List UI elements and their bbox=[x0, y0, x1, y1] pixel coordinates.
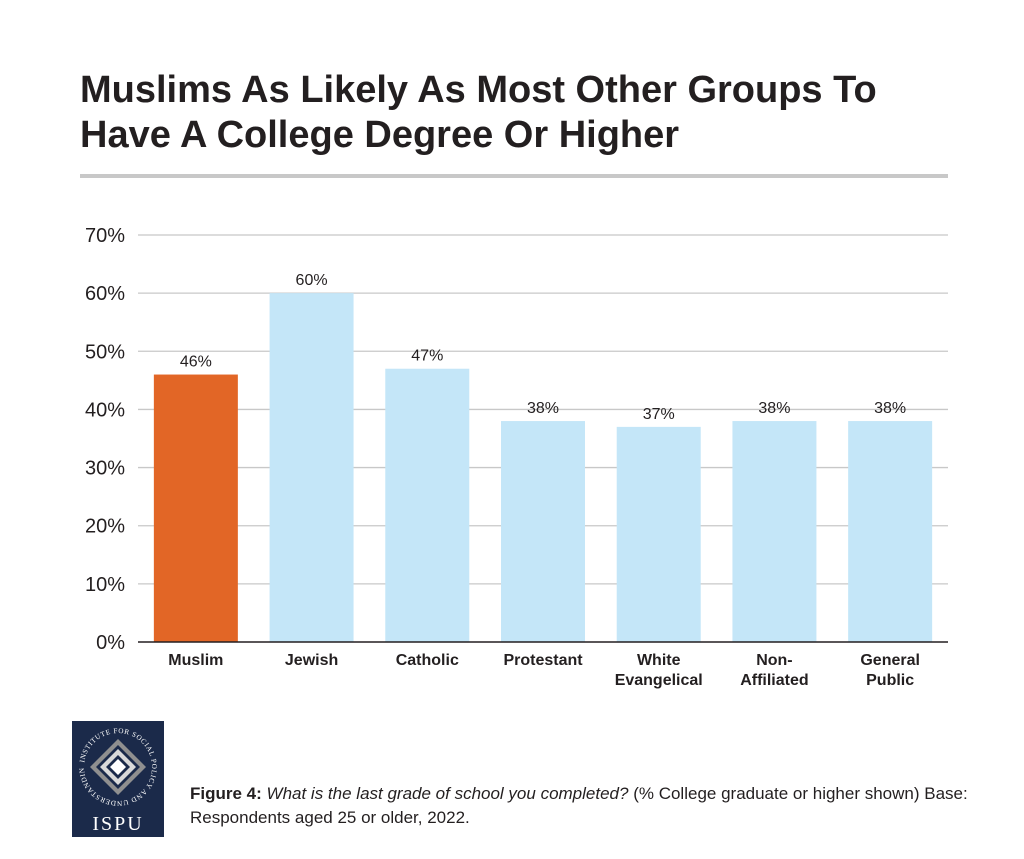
x-tick-label: Affiliated bbox=[740, 672, 808, 689]
data-label: 60% bbox=[296, 272, 328, 289]
x-tick-label: Evangelical bbox=[615, 672, 703, 689]
data-label: 38% bbox=[874, 400, 906, 417]
logo-wordmark: ISPU bbox=[92, 813, 144, 835]
bar bbox=[501, 421, 585, 642]
x-tick-label: Jewish bbox=[285, 652, 338, 669]
y-tick-label: 40% bbox=[85, 399, 125, 421]
data-label: 37% bbox=[643, 406, 675, 423]
data-label: 46% bbox=[180, 354, 212, 371]
data-label: 38% bbox=[758, 400, 790, 417]
bar bbox=[269, 293, 354, 642]
y-tick-label: 30% bbox=[85, 458, 125, 480]
x-tick-label: Public bbox=[866, 672, 914, 689]
y-tick-label: 0% bbox=[96, 632, 125, 654]
x-tick-label: Muslim bbox=[168, 652, 223, 669]
x-tick-label: Catholic bbox=[396, 652, 459, 669]
y-tick-label: 10% bbox=[85, 574, 125, 596]
ispu-emblem-icon: INSTITUTE FOR SOCIAL POLICY AND UNDERSTA… bbox=[72, 721, 157, 807]
x-tick-label: Non- bbox=[756, 652, 792, 669]
title-divider bbox=[80, 174, 948, 178]
x-tick-label: General bbox=[860, 652, 920, 669]
x-tick-label: White bbox=[637, 652, 681, 669]
chart-title: Muslims As Likely As Most Other Groups T… bbox=[80, 69, 877, 156]
caption-question: What is the last grade of school you com… bbox=[266, 784, 629, 803]
y-tick-label: 70% bbox=[85, 225, 125, 247]
bar bbox=[616, 426, 701, 642]
data-label: 38% bbox=[527, 400, 559, 417]
bar bbox=[848, 421, 933, 642]
y-tick-label: 50% bbox=[85, 341, 125, 363]
bar bbox=[385, 368, 470, 642]
bar-chart: 0% 10% 20% 30% 40% 50% 60% 70% 46% Muslim 60% Jewis… bbox=[85, 225, 948, 689]
y-tick-label: 20% bbox=[85, 516, 125, 538]
figure-caption: Figure 4: What is the last grade of scho… bbox=[190, 782, 990, 830]
x-tick-label: Protestant bbox=[503, 652, 583, 669]
caption-figure-label: Figure 4: bbox=[190, 784, 262, 803]
bar bbox=[153, 374, 238, 642]
data-label: 47% bbox=[411, 348, 443, 365]
bar bbox=[732, 421, 817, 642]
caption-note: (% College graduate or higher shown) Bas… bbox=[190, 784, 968, 827]
y-tick-label: 60% bbox=[85, 283, 125, 305]
ispu-logo: INSTITUTE FOR SOCIAL POLICY AND UNDERSTA… bbox=[72, 721, 164, 837]
